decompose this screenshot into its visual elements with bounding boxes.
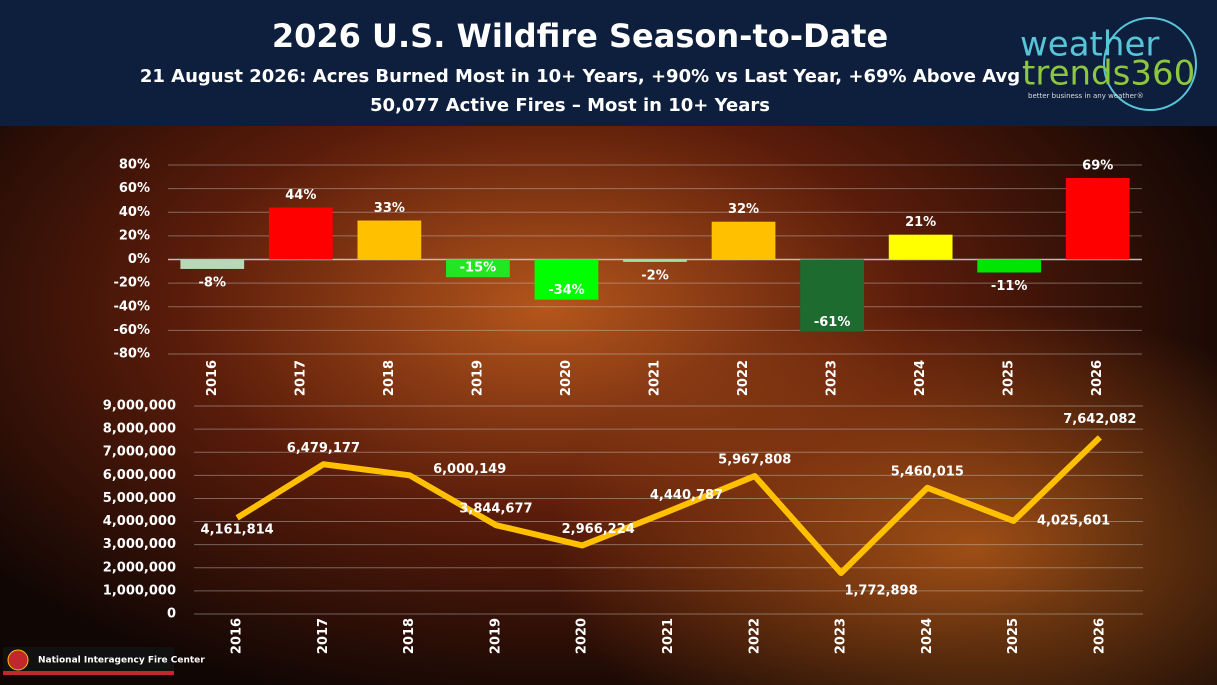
y-tick-label: 20% <box>119 228 150 243</box>
y-tick-label: 0% <box>128 252 150 267</box>
y-tick-label: -20% <box>113 276 150 291</box>
data-label: -34% <box>548 283 585 298</box>
x-tick-label: 2025 <box>1002 360 1017 396</box>
bar <box>888 234 953 260</box>
data-label: 5,460,015 <box>891 464 964 479</box>
bar <box>180 259 245 269</box>
bar <box>623 259 687 262</box>
logo-text: trends360 <box>1022 54 1195 94</box>
bar <box>446 259 510 278</box>
x-tick-label: 2020 <box>559 360 574 396</box>
header-band <box>0 0 1217 126</box>
footer-stripe <box>3 671 174 675</box>
bar <box>711 221 776 260</box>
x-tick-label: 2016 <box>230 618 245 654</box>
data-label: -11% <box>991 279 1028 294</box>
x-tick-label: 2023 <box>834 618 849 654</box>
bar <box>800 259 864 332</box>
data-label: 44% <box>285 188 316 203</box>
y-tick-label: 6,000,000 <box>103 468 176 483</box>
footer-text: National Interagency Fire Center <box>38 656 205 666</box>
y-tick-label: 9,000,000 <box>103 399 176 414</box>
data-label: 3,844,677 <box>459 502 532 517</box>
subtitle: 50,077 Active Fires – Most in 10+ Years <box>370 95 770 116</box>
footer-badge <box>3 647 174 675</box>
data-label: 7,642,082 <box>1063 412 1136 427</box>
x-tick-label: 2023 <box>825 360 840 396</box>
y-tick-label: 0 <box>167 607 176 622</box>
x-tick-label: 2018 <box>402 618 417 654</box>
data-label: 33% <box>374 201 405 216</box>
x-tick-label: 2025 <box>1006 618 1021 654</box>
x-tick-label: 2024 <box>913 360 928 396</box>
subtitle: 21 August 2026: Acres Burned Most in 10+… <box>140 66 1020 87</box>
x-tick-label: 2026 <box>1092 618 1107 654</box>
x-tick-label: 2022 <box>736 360 751 396</box>
y-tick-label: -40% <box>113 299 150 314</box>
x-tick-label: 2022 <box>747 618 762 654</box>
footer-icon <box>7 649 29 671</box>
data-label: 2,966,224 <box>562 522 635 537</box>
logo-tagline: better business in any weather® <box>1028 92 1144 100</box>
data-label: 1,772,898 <box>844 584 917 599</box>
data-label: -15% <box>460 261 497 276</box>
x-tick-label: 2020 <box>575 618 590 654</box>
y-tick-label: 3,000,000 <box>103 537 176 552</box>
x-tick-label: 2017 <box>316 618 331 654</box>
data-label: 69% <box>1082 158 1113 173</box>
data-label: 6,479,177 <box>287 441 360 456</box>
bar <box>357 220 422 260</box>
title: 2026 U.S. Wildfire Season-to-Date <box>272 17 888 55</box>
y-tick-label: 5,000,000 <box>103 491 176 506</box>
x-tick-label: 2024 <box>920 618 935 654</box>
x-tick-label: 2019 <box>488 618 503 654</box>
x-tick-label: 2017 <box>293 360 308 396</box>
data-label: 4,161,814 <box>201 522 274 537</box>
x-tick-label: 2019 <box>470 360 485 396</box>
data-label: 32% <box>728 202 759 217</box>
data-label: -2% <box>641 268 668 283</box>
data-label: 21% <box>905 215 936 230</box>
y-tick-label: 4,000,000 <box>103 514 176 529</box>
logo-text: weather <box>1020 25 1159 65</box>
data-label: 4,440,787 <box>650 488 723 503</box>
x-tick-label: 2018 <box>382 360 397 396</box>
y-tick-label: 80% <box>119 158 150 173</box>
data-label: -61% <box>814 315 851 330</box>
x-tick-label: 2016 <box>205 360 220 396</box>
logo-ring <box>1103 17 1197 111</box>
y-tick-label: 7,000,000 <box>103 445 176 460</box>
y-tick-label: 2,000,000 <box>103 560 176 575</box>
data-label: 4,025,601 <box>1037 513 1110 528</box>
data-label: -8% <box>199 275 226 290</box>
bar <box>534 259 599 300</box>
x-tick-label: 2021 <box>648 360 663 396</box>
x-tick-label: 2026 <box>1090 360 1105 396</box>
y-tick-label: -80% <box>113 347 150 362</box>
y-tick-label: 8,000,000 <box>103 422 176 437</box>
bar <box>1065 177 1130 260</box>
bar <box>977 259 1042 273</box>
line <box>235 435 1102 577</box>
data-label: 6,000,149 <box>433 462 506 477</box>
y-tick-label: 40% <box>119 205 150 220</box>
y-tick-label: 1,000,000 <box>103 583 176 598</box>
y-tick-label: -60% <box>113 323 150 338</box>
data-label: 5,967,808 <box>718 453 791 468</box>
bar <box>268 207 333 260</box>
y-tick-label: 60% <box>119 181 150 196</box>
x-tick-label: 2021 <box>661 618 676 654</box>
